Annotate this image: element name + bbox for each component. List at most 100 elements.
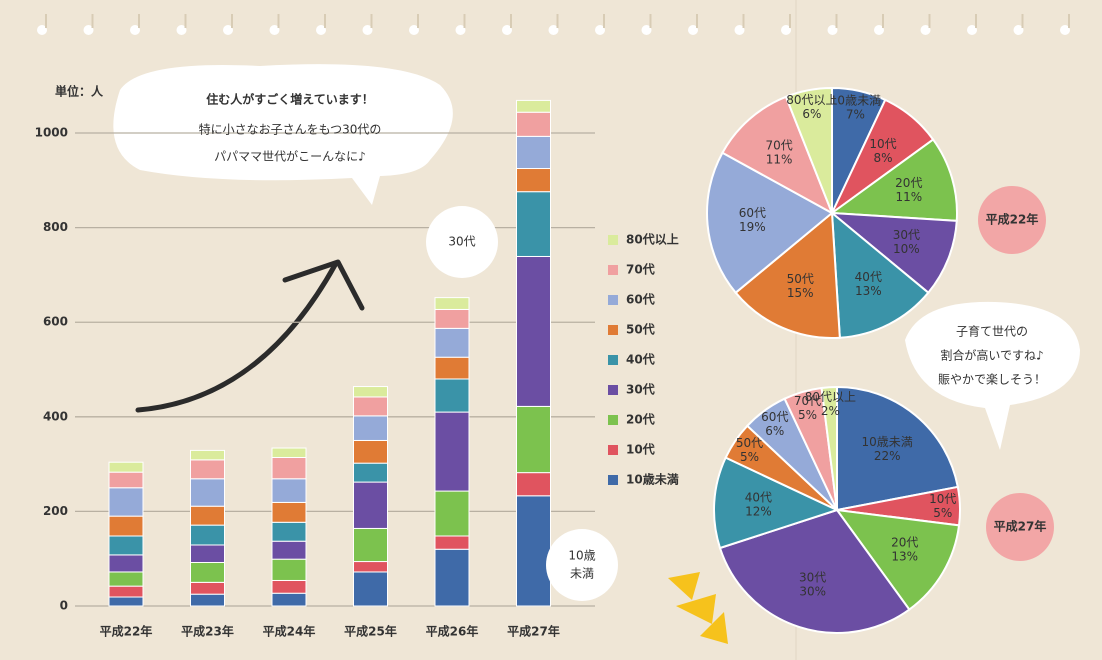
bubble-text: 子育て世代の (956, 324, 1028, 339)
bar-segment (354, 463, 388, 482)
legend-swatch (608, 415, 618, 425)
bubble-text: 特に小さなお子さんをもつ30代の (199, 122, 382, 137)
x-tick-label: 平成22年 (100, 624, 153, 639)
y-tick-label: 0 (60, 599, 68, 613)
bar-segment (435, 298, 469, 310)
chart: 単位：人02004006008001000平成22年平成23年平成24年平成25… (0, 0, 1102, 660)
bar-segment (191, 450, 225, 459)
page: 単位：人02004006008001000平成22年平成23年平成24年平成25… (0, 0, 1102, 660)
bar-segment (435, 328, 469, 357)
pie-label: 80代以上 (805, 390, 856, 404)
pie-value-label: 5% (740, 450, 759, 464)
bar-segment (272, 593, 306, 606)
bar-segment (354, 528, 388, 561)
legend-swatch (608, 295, 618, 305)
pie-label: 50代 (787, 272, 814, 286)
callout-text: 未満 (570, 567, 594, 581)
bar-segment (191, 582, 225, 594)
pie-value-label: 11% (895, 190, 922, 204)
pie-label: 30代 (893, 228, 920, 242)
bar-segment (435, 536, 469, 549)
bar-segment (517, 256, 551, 406)
callout-text: 30代 (448, 235, 475, 249)
bar-segment (272, 522, 306, 541)
y-tick-label: 600 (43, 315, 68, 329)
bar-segment (435, 309, 469, 328)
bar-segment (517, 473, 551, 496)
year-badge-text: 平成27年 (994, 519, 1047, 534)
legend-label: 30代 (626, 382, 655, 397)
bar-segment (272, 559, 306, 580)
pie-value-label: 11% (766, 152, 793, 166)
legend-label: 40代 (626, 352, 655, 367)
legend-label: 10代 (626, 442, 655, 457)
pie-label: 40代 (745, 491, 772, 505)
bar-segment (109, 586, 143, 597)
pie-label: 70代 (765, 138, 792, 152)
bar-segment (272, 580, 306, 593)
pie-label: 80代以上 (786, 93, 837, 107)
pie-label: 20代 (891, 536, 918, 550)
bar-segment (354, 482, 388, 528)
bar-segment (109, 536, 143, 555)
y-tick-label: 800 (43, 220, 68, 234)
year-badge-text: 平成22年 (986, 212, 1039, 227)
legend-label: 60代 (626, 292, 655, 307)
bar-segment (109, 462, 143, 472)
bar-segment (517, 406, 551, 472)
bar-segment (109, 597, 143, 606)
callout-bubble (546, 529, 618, 601)
legend-label: 80代以上 (626, 232, 679, 247)
x-tick-label: 平成27年 (507, 624, 560, 639)
bubble-text: パパママ世代がこーんなに♪ (214, 149, 366, 164)
bar-segment (354, 562, 388, 572)
bubble-title: 住む人がすごく増えています！ (206, 92, 373, 107)
pie-label: 30代 (799, 570, 826, 584)
y-tick-label: 1000 (35, 126, 68, 140)
bar-segment (109, 488, 143, 516)
bar-segment (435, 379, 469, 412)
pie-value-label: 2% (821, 404, 840, 418)
bar-segment (354, 440, 388, 463)
legend-swatch (608, 445, 618, 455)
pie-value-label: 22% (874, 449, 901, 463)
bar-segment (272, 502, 306, 522)
pie-label: 40代 (855, 270, 882, 284)
pie-label: 10代 (929, 492, 956, 506)
bar-segment (191, 479, 225, 506)
pie-label: 10歳未満 (862, 435, 913, 449)
bar-segment (354, 397, 388, 416)
bar-segment (517, 169, 551, 192)
bar-segment (354, 416, 388, 441)
unit-label: 単位：人 (55, 84, 104, 99)
pie-value-label: 19% (739, 220, 766, 234)
x-tick-label: 平成24年 (263, 624, 316, 639)
legend-label: 70代 (626, 262, 655, 277)
pie-value-label: 8% (873, 151, 892, 165)
bar-segment (517, 136, 551, 168)
pie-label: 60代 (761, 410, 788, 424)
legend-label: 20代 (626, 412, 655, 427)
legend-label: 10歳未満 (626, 472, 679, 487)
bar-segment (109, 472, 143, 488)
bar-segment (272, 448, 306, 457)
legend-swatch (608, 235, 618, 245)
pie-label: 60代 (739, 206, 766, 220)
bar-segment (517, 100, 551, 112)
pie-value-label: 13% (855, 284, 882, 298)
bar-segment (272, 541, 306, 559)
pie-value-label: 12% (745, 505, 772, 519)
bar-segment (191, 460, 225, 479)
legend-swatch (608, 355, 618, 365)
pie-label: 10歳未満 (830, 94, 881, 108)
bar-segment (109, 555, 143, 572)
pie-value-label: 5% (933, 506, 952, 520)
pie-value-label: 6% (802, 107, 821, 121)
bar-segment (272, 479, 306, 503)
bar-segment (109, 572, 143, 586)
bubble-text: 賑やかで楽しそう！ (938, 373, 1046, 387)
bar-segment (272, 457, 306, 478)
pie-label: 10代 (869, 137, 896, 151)
bar-segment (191, 562, 225, 582)
y-tick-label: 200 (43, 504, 68, 518)
